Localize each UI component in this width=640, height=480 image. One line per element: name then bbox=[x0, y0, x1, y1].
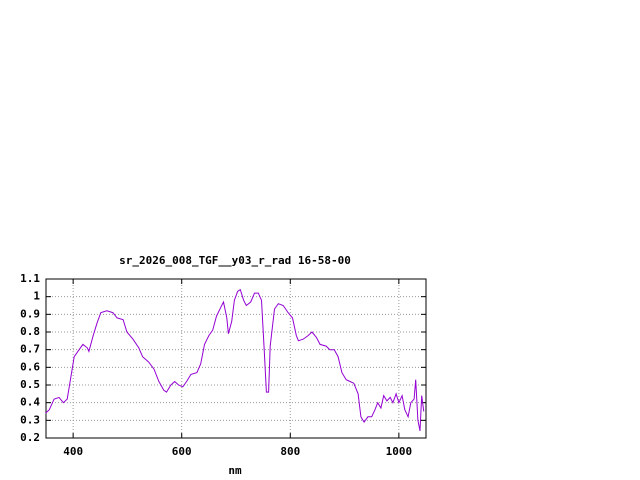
x-tick-label: 600 bbox=[172, 445, 192, 458]
y-tick-label: 0.2 bbox=[20, 431, 40, 444]
x-axis-label: nm bbox=[228, 464, 242, 477]
x-tick-label: 800 bbox=[280, 445, 300, 458]
x-tick-label: 1000 bbox=[386, 445, 413, 458]
x-tick-label: 400 bbox=[63, 445, 83, 458]
y-tick-label: 1.1 bbox=[20, 272, 40, 285]
y-tick-label: 0.7 bbox=[20, 343, 40, 356]
y-tick-label: 1 bbox=[33, 290, 40, 303]
y-tick-label: 0.6 bbox=[20, 360, 40, 373]
chart-title: sr_2026_008_TGF__y03_r_rad 16-58-00 bbox=[119, 254, 351, 267]
data-line bbox=[45, 288, 425, 431]
y-tick-label: 0.9 bbox=[20, 307, 40, 320]
y-tick-label: 0.8 bbox=[20, 325, 40, 338]
y-tick-label: 0.3 bbox=[20, 413, 40, 426]
y-tick-label: 0.4 bbox=[20, 396, 40, 409]
y-tick-label: 0.5 bbox=[20, 378, 40, 391]
plot-frame bbox=[45, 278, 427, 439]
